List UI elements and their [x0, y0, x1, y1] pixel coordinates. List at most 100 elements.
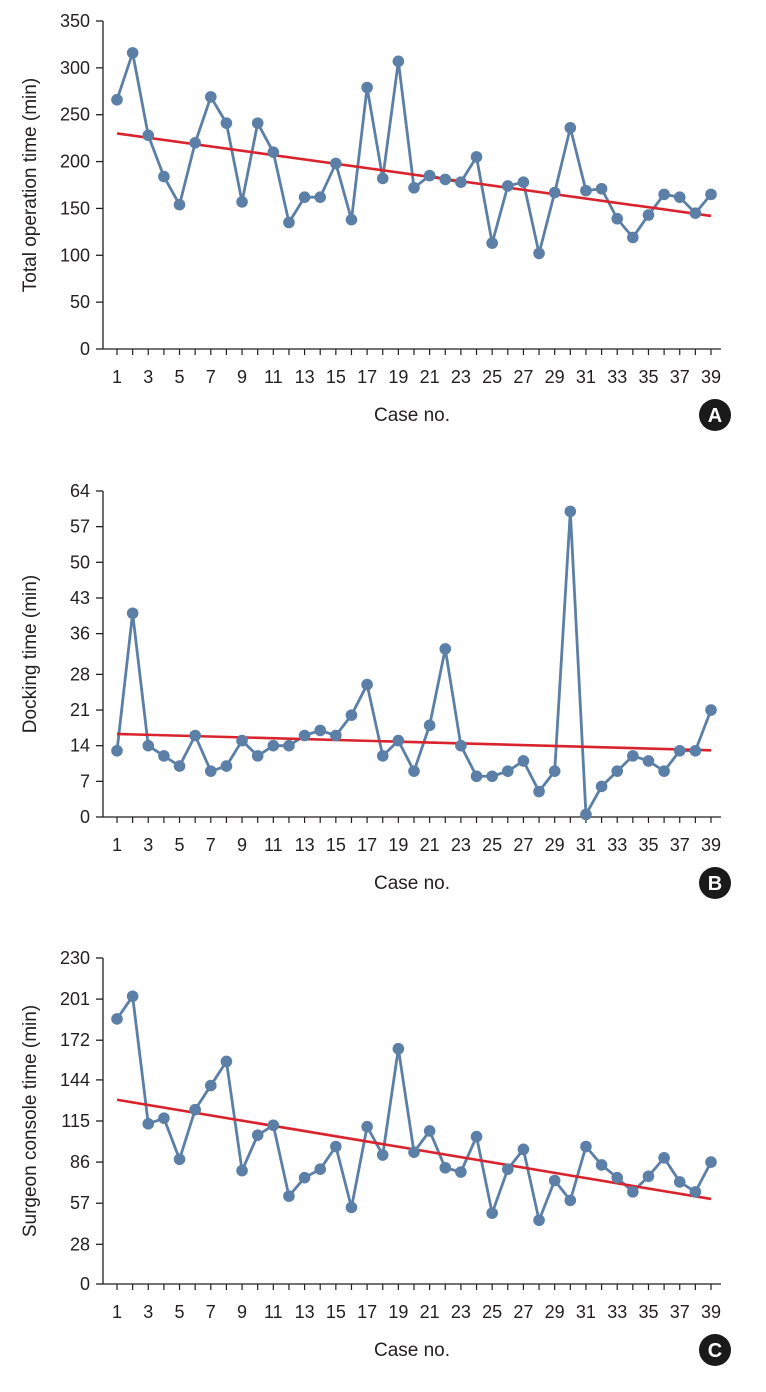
x-tick-label-c: 3 — [143, 1302, 153, 1322]
x-tick-label-b: 13 — [295, 835, 315, 855]
data-point-b — [423, 719, 436, 732]
series-line-c — [115, 994, 713, 1222]
data-point-b — [548, 765, 561, 777]
data-point-a — [220, 117, 233, 129]
x-tick-label-a: 7 — [206, 367, 216, 387]
data-point-c — [204, 1079, 217, 1092]
chart-panel-a: 0 50 100 150 200 250 300 350 1 3 5 7 9 11 13 15 17 19 21 23… — [0, 0, 766, 460]
data-point-a — [533, 247, 545, 260]
data-point-b — [189, 729, 201, 742]
data-point-b — [267, 739, 280, 752]
data-point-b — [173, 760, 186, 772]
data-point-b — [705, 704, 717, 716]
x-tick-label-c: 27 — [513, 1302, 533, 1322]
x-tick-label-c: 33 — [607, 1302, 627, 1322]
y-tick-label-a: 0 — [80, 339, 90, 359]
x-tick-label-b: 35 — [638, 835, 658, 855]
chart-panel-c: 0 28 57 86 115 144 172 201 230 1 3 5 7 9 11 13 15 17 19 21 2… — [0, 930, 766, 1392]
x-tick-label-b: 31 — [576, 835, 596, 855]
data-point-b — [642, 755, 655, 767]
x-axis-title-a: Case no. — [374, 405, 450, 426]
data-point-a — [642, 209, 655, 221]
data-point-a — [298, 191, 311, 203]
data-point-b — [689, 744, 702, 757]
y-tick-label-a: 350 — [60, 11, 90, 31]
x-tick-label-a: 17 — [357, 367, 377, 387]
x-tick-label-c: 29 — [545, 1302, 565, 1322]
data-point-b — [673, 744, 686, 757]
data-point-c — [627, 1186, 639, 1198]
data-point-b — [236, 734, 248, 747]
x-tick-label-c: 13 — [295, 1302, 315, 1322]
data-point-b — [220, 760, 233, 772]
y-axis-title-c: Surgeon console time (min) — [20, 1005, 41, 1237]
data-point-b — [251, 750, 264, 762]
x-tick-label-c: 7 — [206, 1302, 216, 1322]
y-tick-label-b: 28 — [70, 664, 90, 684]
y-tick-label-c: 115 — [61, 1111, 90, 1131]
y-tick-label-b: 43 — [70, 588, 90, 608]
x-tick-label-b: 37 — [670, 835, 690, 855]
chart-panel-b: 0 7 14 21 28 36 43 50 57 64 1 3 5 7 9 11 13 15 17 19 21 23 25 2… — [0, 465, 766, 925]
y-tick-label-c: 230 — [60, 948, 90, 968]
data-point-c — [345, 1201, 358, 1214]
data-point-a — [142, 129, 155, 142]
y-tick-label-b: 21 — [70, 700, 90, 720]
data-point-c — [689, 1186, 702, 1198]
x-tick-label-c: 1 — [112, 1302, 122, 1322]
data-point-b — [283, 739, 295, 752]
trend-line-b — [116, 732, 712, 752]
data-point-c — [439, 1161, 452, 1174]
y-tick-label-c: 172 — [60, 1030, 90, 1050]
data-point-b — [627, 750, 639, 762]
x-tick-label-c: 37 — [670, 1302, 690, 1322]
data-point-c — [580, 1140, 592, 1153]
x-tick-label-c: 31 — [576, 1302, 596, 1322]
data-point-c — [236, 1164, 248, 1177]
data-point-c — [330, 1140, 342, 1153]
data-point-c — [298, 1171, 311, 1184]
x-tick-label-b: 29 — [545, 835, 565, 855]
x-tick-label-b: 17 — [357, 835, 377, 855]
y-tick-label-a: 100 — [60, 245, 90, 265]
data-point-a — [236, 196, 248, 208]
panel-badge-a — [699, 399, 731, 431]
x-tick-label-b: 19 — [388, 835, 408, 855]
data-point-a — [517, 176, 530, 188]
x-tick-label-c: 39 — [701, 1302, 721, 1322]
data-point-a — [595, 182, 608, 195]
data-point-a — [439, 173, 452, 186]
data-point-a — [564, 122, 577, 134]
data-point-c — [314, 1163, 327, 1175]
x-tick-label-c: 5 — [175, 1302, 185, 1322]
trend-line-a — [116, 132, 712, 218]
x-tick-label-a: 27 — [513, 367, 533, 387]
y-axis-title-a: Total operation time (min) — [20, 78, 41, 292]
y-tick-label-c: 201 — [60, 989, 90, 1009]
data-point-b — [470, 770, 483, 783]
data-point-a — [314, 191, 327, 203]
data-point-b — [345, 709, 358, 721]
data-point-c — [111, 1013, 123, 1025]
panel-badge-label-c: C — [708, 1340, 722, 1362]
data-point-a — [548, 186, 561, 199]
data-point-a — [611, 212, 624, 225]
data-point-b — [486, 770, 498, 783]
data-point-a — [204, 91, 217, 103]
x-tick-label-a: 15 — [326, 367, 346, 387]
x-tick-label-b: 9 — [237, 835, 247, 855]
data-point-b — [533, 785, 545, 798]
data-point-a — [251, 117, 264, 129]
data-point-c — [361, 1120, 373, 1133]
y-tick-label-a: 200 — [60, 152, 90, 172]
x-tick-label-a: 19 — [388, 367, 408, 387]
data-point-c — [392, 1042, 405, 1055]
x-tick-label-a: 37 — [670, 367, 690, 387]
data-point-b — [439, 643, 452, 655]
x-tick-label-b: 33 — [607, 835, 627, 855]
data-point-b — [142, 739, 155, 752]
data-point-b — [658, 765, 670, 777]
data-point-c — [423, 1125, 436, 1137]
x-tick-label-a: 35 — [638, 367, 658, 387]
data-point-c — [251, 1129, 264, 1141]
